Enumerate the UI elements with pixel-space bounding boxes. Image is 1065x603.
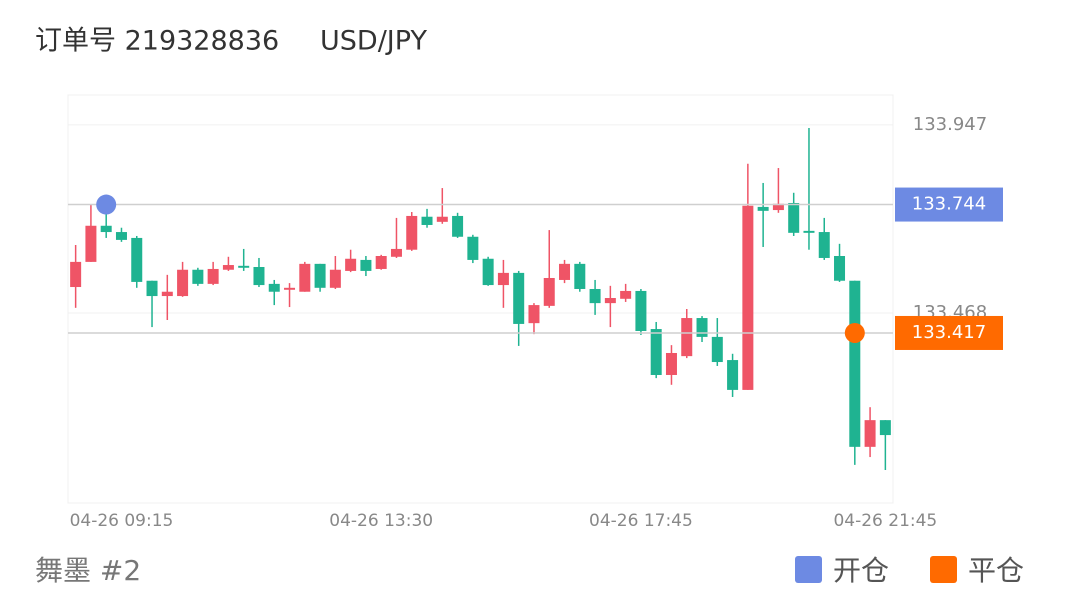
candle-body bbox=[100, 225, 112, 233]
candle-body bbox=[513, 272, 525, 324]
plot-frame bbox=[67, 94, 894, 504]
price-label-box bbox=[895, 315, 1003, 350]
legend-swatch bbox=[795, 556, 822, 583]
candle-body bbox=[436, 216, 448, 222]
candle-body bbox=[375, 256, 387, 269]
candle-body bbox=[284, 287, 296, 290]
candle-body bbox=[772, 203, 784, 211]
candle-body bbox=[864, 420, 876, 447]
candle-body bbox=[497, 272, 509, 286]
candle-body bbox=[192, 269, 204, 284]
price-label: 133.744 bbox=[912, 194, 986, 215]
footnote: 舞墨 #2 bbox=[35, 554, 141, 587]
candle-body bbox=[314, 263, 326, 288]
legend-swatch bbox=[930, 556, 957, 583]
candle-body bbox=[238, 265, 250, 268]
candle-body bbox=[665, 352, 677, 375]
x-tick-label: 04-26 13:30 bbox=[329, 511, 433, 531]
symbol: USD/JPY bbox=[320, 26, 427, 57]
candle-body bbox=[818, 232, 830, 258]
candle-body bbox=[559, 263, 571, 280]
x-tick-label: 04-26 09:15 bbox=[70, 511, 174, 531]
candle-body bbox=[329, 269, 341, 288]
x-tick-label: 04-26 21:45 bbox=[833, 511, 937, 531]
chart-title: 订单号 219328836 bbox=[35, 26, 279, 57]
candle-body bbox=[421, 216, 433, 225]
candle-body bbox=[589, 288, 601, 304]
candle-body bbox=[222, 265, 234, 270]
candle-body bbox=[268, 283, 280, 292]
candle-body bbox=[604, 298, 616, 304]
x-tick-label: 04-26 17:45 bbox=[589, 511, 693, 531]
candle-body bbox=[406, 215, 418, 250]
candle-body bbox=[161, 291, 173, 297]
legend-label: 平仓 bbox=[968, 554, 1024, 587]
candle-body bbox=[788, 202, 800, 233]
price-label-box bbox=[895, 187, 1003, 222]
candle-body bbox=[543, 277, 555, 306]
candle-body bbox=[681, 318, 693, 357]
candle-body bbox=[834, 256, 846, 281]
candle-body bbox=[253, 266, 265, 286]
candle-body bbox=[803, 230, 815, 233]
candle-body bbox=[207, 268, 219, 284]
y-tick-label: 133.947 bbox=[913, 114, 987, 135]
candle-body bbox=[146, 280, 158, 297]
candle-body bbox=[482, 258, 494, 286]
candle-body bbox=[390, 248, 402, 257]
candle-body bbox=[620, 290, 632, 299]
price-label: 133.417 bbox=[912, 322, 986, 343]
candle-body bbox=[574, 263, 586, 289]
candle-body bbox=[635, 290, 647, 332]
candle-body bbox=[696, 318, 708, 337]
candle-body bbox=[727, 360, 739, 390]
candle-body bbox=[360, 259, 372, 271]
candle-body bbox=[177, 269, 189, 297]
candle-body bbox=[757, 206, 769, 211]
candle-body bbox=[115, 232, 127, 240]
legend-label: 开仓 bbox=[833, 554, 889, 587]
candle-body bbox=[85, 225, 97, 262]
trade-marker bbox=[96, 194, 117, 215]
candle-body bbox=[345, 258, 357, 271]
candle-body bbox=[452, 215, 464, 237]
candle-body bbox=[299, 263, 311, 292]
candle-body bbox=[650, 329, 662, 375]
candle-body bbox=[70, 261, 82, 288]
candle-body bbox=[849, 280, 861, 447]
trade-marker bbox=[844, 322, 865, 343]
candle-body bbox=[528, 305, 540, 324]
candle-body bbox=[742, 205, 754, 390]
candle-body bbox=[879, 420, 891, 436]
candle-body bbox=[131, 237, 143, 282]
candle-body bbox=[711, 336, 723, 363]
candle-body bbox=[467, 236, 479, 260]
